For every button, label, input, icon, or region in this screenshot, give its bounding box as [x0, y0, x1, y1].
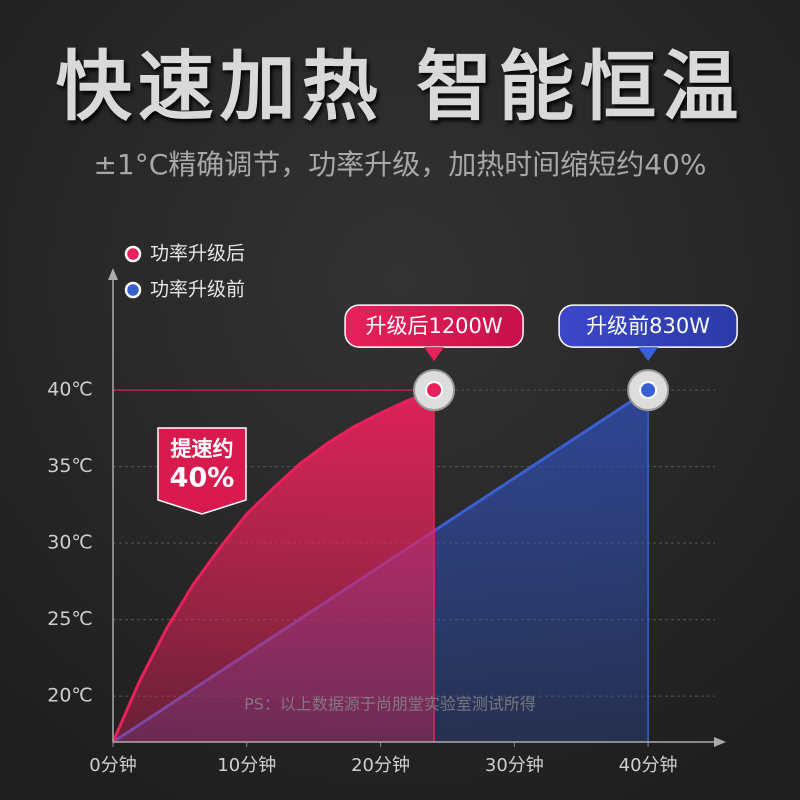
legend-swatch	[124, 245, 142, 263]
x-tick-label: 30分钟	[485, 755, 544, 776]
marker-dot	[425, 381, 444, 400]
callout-text: 升级后1200W	[365, 314, 502, 338]
y-tick-label: 20℃	[47, 685, 93, 707]
badge	[157, 427, 247, 515]
subtitle: ±1°C精确调节，功率升级，加热时间缩短约40%	[93, 148, 706, 181]
marker-dot	[639, 381, 658, 400]
footnote: PS：以上数据源于尚朋堂实验室测试所得	[244, 695, 536, 714]
line	[111, 388, 435, 743]
area	[113, 390, 435, 742]
badge-value: 40%	[170, 463, 235, 494]
x-axis-arrow	[714, 737, 726, 747]
y-tick-label: 30℃	[47, 532, 93, 554]
y-tick-label: 35℃	[47, 455, 93, 477]
x-tick-label: 0分钟	[89, 755, 136, 776]
callout-text: 升级前830W	[586, 314, 710, 338]
y-axis-arrow	[108, 268, 118, 280]
badge-label: 提速约	[171, 437, 234, 461]
y-tick-label: 40℃	[47, 379, 93, 401]
legend-label: 功率升级后	[150, 243, 245, 265]
x-tick-label: 20分钟	[351, 755, 410, 776]
callout-pointer	[638, 347, 659, 362]
legend-swatch	[124, 281, 142, 299]
x-tick-label: 40分钟	[619, 755, 678, 776]
title: 快速加热 智能恒温	[56, 42, 744, 131]
x-tick-label: 10分钟	[217, 755, 276, 776]
legend-label: 功率升级前	[150, 279, 245, 301]
y-tick-label: 25℃	[47, 608, 93, 630]
callout-pointer	[424, 347, 445, 362]
